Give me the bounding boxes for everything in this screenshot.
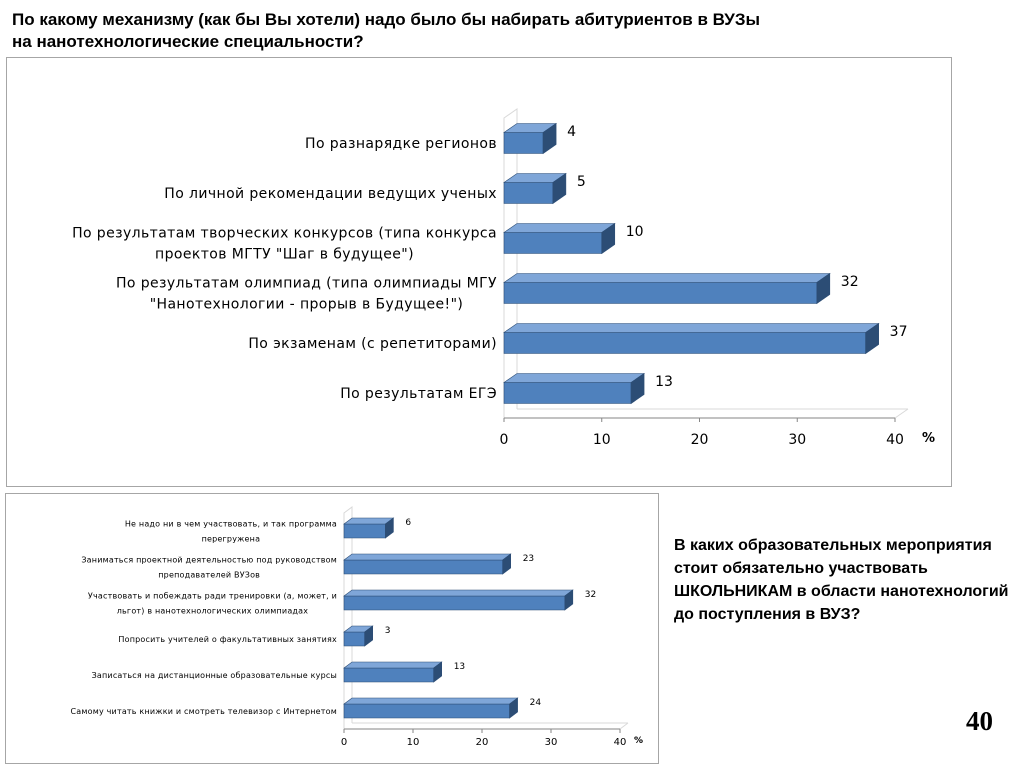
- chart2-bar: [343, 517, 395, 539]
- chart1-category-label-line2: проектов МГТУ "Шаг в будущее"): [155, 246, 414, 262]
- chart2-bar-front: [343, 523, 386, 539]
- chart1-x-tick-label: 40: [886, 432, 904, 448]
- chart2-bar-top: [343, 697, 519, 705]
- chart2-category-label: Заниматься проектной деятельностью под р…: [81, 555, 337, 564]
- chart1-x-tick-label: 10: [593, 432, 611, 448]
- chart2-bar-side: [502, 553, 512, 575]
- chart2-bar-top: [343, 553, 512, 561]
- chart2-category-label-line2: преподавателей ВУЗов: [158, 570, 260, 579]
- chart1-bar-front: [503, 182, 554, 204]
- chart-school-activities: 0 10 20 30 40 % 6 Не надо ни в чем участвовать,…: [71, 506, 643, 748]
- chart1-back-wall: [503, 108, 518, 418]
- chart2-x-tick-label: 0: [341, 737, 347, 748]
- chart1-bar-side: [601, 222, 616, 255]
- chart1-x-unit-label: %: [922, 431, 935, 446]
- chart1-bar-side: [865, 322, 879, 355]
- chart2-x-tick-label: 40: [614, 737, 627, 748]
- chart2-bar: [343, 697, 519, 719]
- chart1-bar: [503, 372, 646, 405]
- chart1-category-label: По личной рекомендации ведущих ученых: [164, 186, 497, 202]
- chart1-bar-top: [503, 373, 646, 383]
- chart1-value-label: 4: [567, 124, 576, 140]
- chart1-bar-front: [503, 332, 866, 354]
- chart2-x-tick-label: 30: [545, 737, 558, 748]
- chart1-bar-front: [503, 132, 544, 154]
- chart2-bar-side: [564, 589, 574, 611]
- chart2-bar: [343, 589, 574, 611]
- chart1-bar: [503, 322, 880, 355]
- chart2-value-label: 13: [454, 662, 465, 672]
- chart2-value-label: 6: [405, 518, 411, 528]
- chart2-bar-top: [343, 589, 574, 597]
- chart1-bar: [503, 222, 616, 255]
- chart2-bar-side: [433, 661, 443, 683]
- title-line-1: По какому механизму (как бы Вы хотели) н…: [12, 10, 760, 29]
- chart1-bar: [503, 272, 831, 305]
- chart1-bar: [503, 172, 567, 205]
- chart1-category-label: По результатам ЕГЭ: [340, 386, 497, 402]
- chart1-bar-side: [816, 272, 831, 305]
- chart2-category-label-line2: льгот) в нанотехнологических олимпиадах: [117, 606, 309, 615]
- chart1-value-label: 5: [577, 174, 586, 190]
- chart1-value-label: 37: [890, 324, 908, 340]
- chart2-bar-top: [343, 517, 395, 525]
- chart2-bar-side: [385, 517, 394, 539]
- chart2-value-label: 24: [530, 698, 542, 708]
- chart2-x-tick-label: 20: [476, 737, 489, 748]
- chart1-bar-front: [503, 382, 632, 404]
- chart1-category-label: По разнарядке регионов: [305, 136, 497, 152]
- chart2-floor-side-edge: [619, 722, 629, 730]
- chart2-category-label: Не надо ни в чем участвовать, и так прог…: [125, 519, 337, 528]
- chart2-bar: [343, 625, 374, 647]
- chart1-x-tick-label: 20: [691, 432, 709, 448]
- chart1-value-label: 13: [655, 374, 673, 390]
- chart1-category-label: По результатам олимпиад (типа олимпиады …: [116, 275, 497, 291]
- chart2-bar-front: [343, 559, 504, 575]
- chart-admission-mechanism: 0 10 20 30 40 % 4 По разнарядке регионов 5 По лич…: [72, 108, 935, 448]
- chart2-value-label: 3: [385, 626, 391, 636]
- question-text: В каких образовательных мероприятия стои…: [674, 537, 1009, 623]
- chart1-value-label: 10: [626, 224, 644, 240]
- chart2-bar-front: [343, 595, 566, 611]
- chart-frame-admission: 0 10 20 30 40% 4 По разнарядке регионов 5 По лич…: [6, 57, 952, 487]
- chart2-value-label: 23: [523, 554, 534, 564]
- chart2-x-unit-label: %: [634, 736, 643, 746]
- chart1-category-label: По экзаменам (с репетиторами): [248, 336, 497, 352]
- chart2-bar-top: [343, 661, 443, 669]
- chart2-category-label: Самому читать книжки и смотреть телевизо…: [71, 707, 338, 716]
- chart1-floor-side-edge: [894, 408, 909, 419]
- chart2-bar-front: [343, 667, 435, 683]
- chart1-bar-side: [542, 122, 557, 155]
- chart1-bar: [503, 122, 558, 155]
- chart2-back-wall: [343, 506, 353, 729]
- chart1-value-label: 32: [841, 274, 859, 290]
- chart1-bar-top: [503, 323, 880, 333]
- chart-frame-school-activities: 0 10 20 30 40% 6 Не надо ни в чем участвовать,…: [5, 493, 659, 764]
- chart1-category-label: По результатам творческих конкурсов (тип…: [72, 225, 497, 241]
- chart2-category-label: Записаться на дистанционные образователь…: [92, 671, 337, 680]
- chart1-bar-side: [630, 372, 645, 405]
- chart2-bar-front: [343, 631, 366, 647]
- chart2-bar-side: [364, 625, 374, 647]
- page-title: По какому механизму (как бы Вы хотели) н…: [12, 9, 1012, 53]
- chart1-bar-front: [503, 232, 603, 254]
- chart2-bar-side: [509, 697, 518, 719]
- chart2-x-tick-label: 10: [407, 737, 420, 748]
- chart1-bar-side: [552, 172, 567, 205]
- chart1-x-tick-label: 0: [500, 432, 509, 448]
- chart2-category-label: Попросить учителей о факультативных заня…: [118, 635, 337, 644]
- chart2-bar-front: [343, 703, 510, 719]
- chart1-x-tick-label: 30: [788, 432, 806, 448]
- chart2-bar: [343, 553, 512, 575]
- chart1-bar-front: [503, 282, 818, 304]
- chart2-bar: [343, 661, 443, 683]
- chart1-bar-top: [503, 223, 616, 233]
- title-line-2: на нанотехнологические специальности?: [12, 32, 364, 51]
- chart1-category-label-line2: "Нанотехнологии - прорыв в Будущее!"): [150, 296, 464, 312]
- chart2-value-label: 32: [585, 590, 596, 600]
- chart1-bar-top: [503, 273, 831, 283]
- chart2-category-label: Участвовать и побеждать ради тренировки …: [88, 591, 337, 600]
- page-number: 40: [966, 706, 993, 736]
- chart2-category-label-line2: перегружена: [202, 534, 261, 543]
